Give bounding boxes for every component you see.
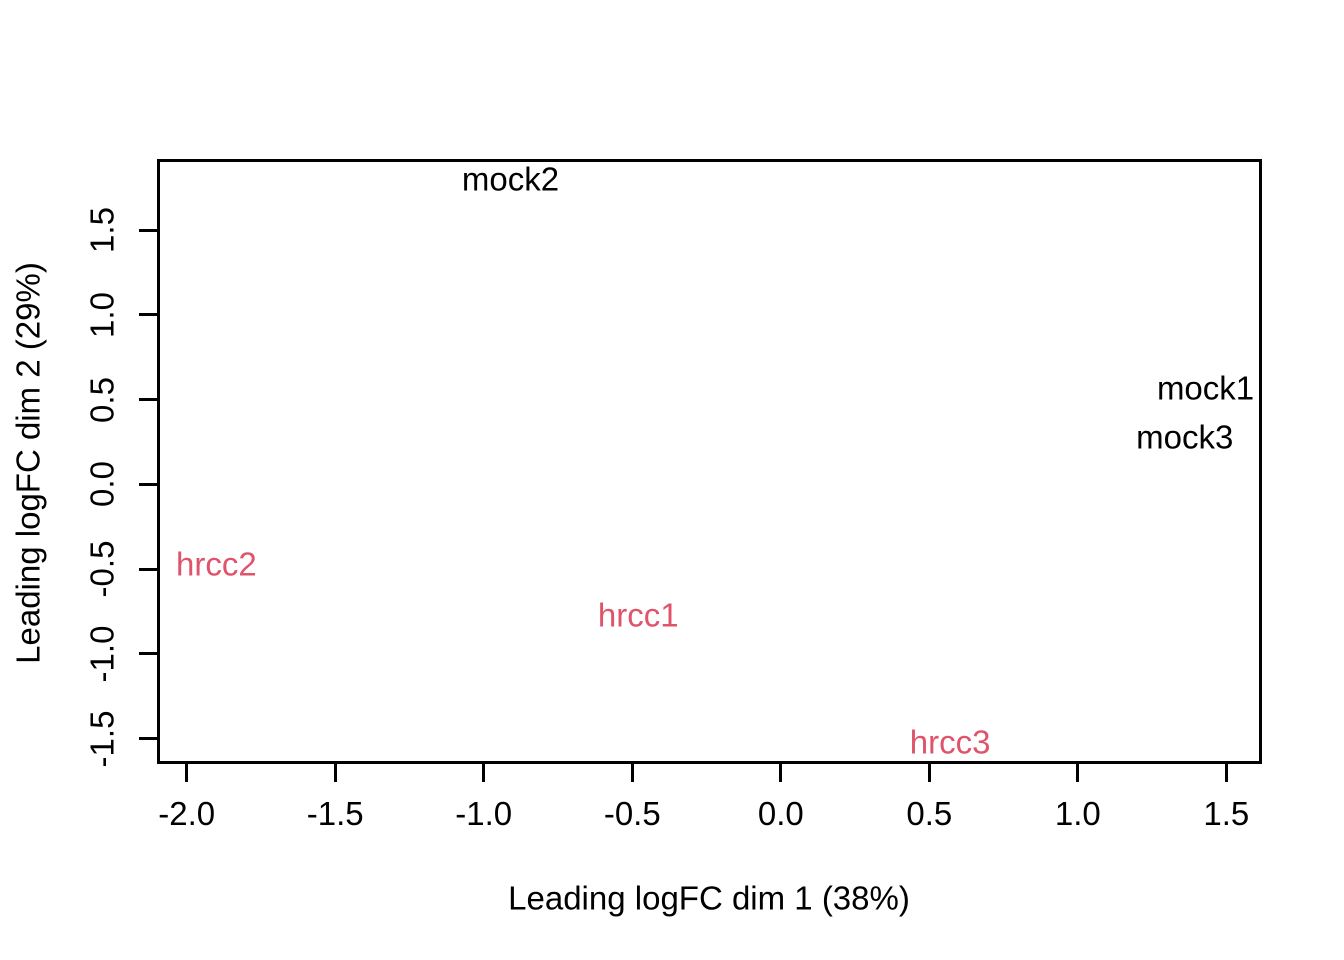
y-axis-tick-label: -1.0 (83, 625, 121, 683)
sample-label-hrcc1: hrcc1 (597, 596, 679, 634)
x-axis-tick (630, 764, 634, 782)
x-axis-tick (482, 764, 486, 782)
x-axis-title: Leading logFC dim 1 (38%) (508, 879, 910, 917)
x-axis-tick-label: 1.0 (1054, 795, 1101, 832)
x-axis-tick (1076, 764, 1080, 782)
x-axis-tick-label: -0.5 (603, 795, 661, 832)
y-axis-tick (139, 482, 157, 486)
plot-area (157, 159, 1262, 764)
y-axis-tick (139, 567, 157, 571)
sample-label-mock1: mock1 (1156, 369, 1255, 407)
y-axis-title: Leading logFC dim 2 (29%) (9, 262, 47, 664)
x-axis-tick (185, 764, 189, 782)
y-axis-tick (139, 313, 157, 317)
x-axis-tick-label: -1.5 (306, 795, 364, 832)
y-axis-tick-label: 0.5 (83, 376, 121, 423)
sample-label-hrcc2: hrcc2 (176, 545, 257, 583)
y-axis-tick (139, 398, 157, 402)
y-axis-tick-label: -1.5 (83, 710, 121, 768)
y-axis-tick-label: -0.5 (83, 540, 121, 598)
y-axis-tick (139, 652, 157, 656)
x-axis-tick-label: -1.0 (455, 795, 513, 832)
y-axis-tick-label: 1.0 (83, 291, 121, 338)
y-axis-tick-label: 0.0 (83, 461, 121, 508)
x-axis-tick (779, 764, 783, 782)
x-axis-tick (1224, 764, 1228, 782)
y-axis-tick (139, 228, 157, 232)
x-axis-tick-label: 1.5 (1203, 795, 1250, 832)
x-axis-tick-label: 0.0 (757, 795, 804, 832)
y-axis-tick (139, 737, 157, 741)
x-axis-tick (927, 764, 931, 782)
x-axis-tick-label: -2.0 (158, 795, 216, 832)
y-axis-tick-label: 1.5 (83, 207, 121, 254)
sample-label-hrcc3: hrcc3 (909, 723, 991, 761)
x-axis-tick (333, 764, 337, 782)
x-axis-tick-label: 0.5 (906, 795, 953, 832)
sample-label-mock2: mock2 (461, 160, 560, 198)
sample-label-mock3: mock3 (1136, 418, 1234, 456)
